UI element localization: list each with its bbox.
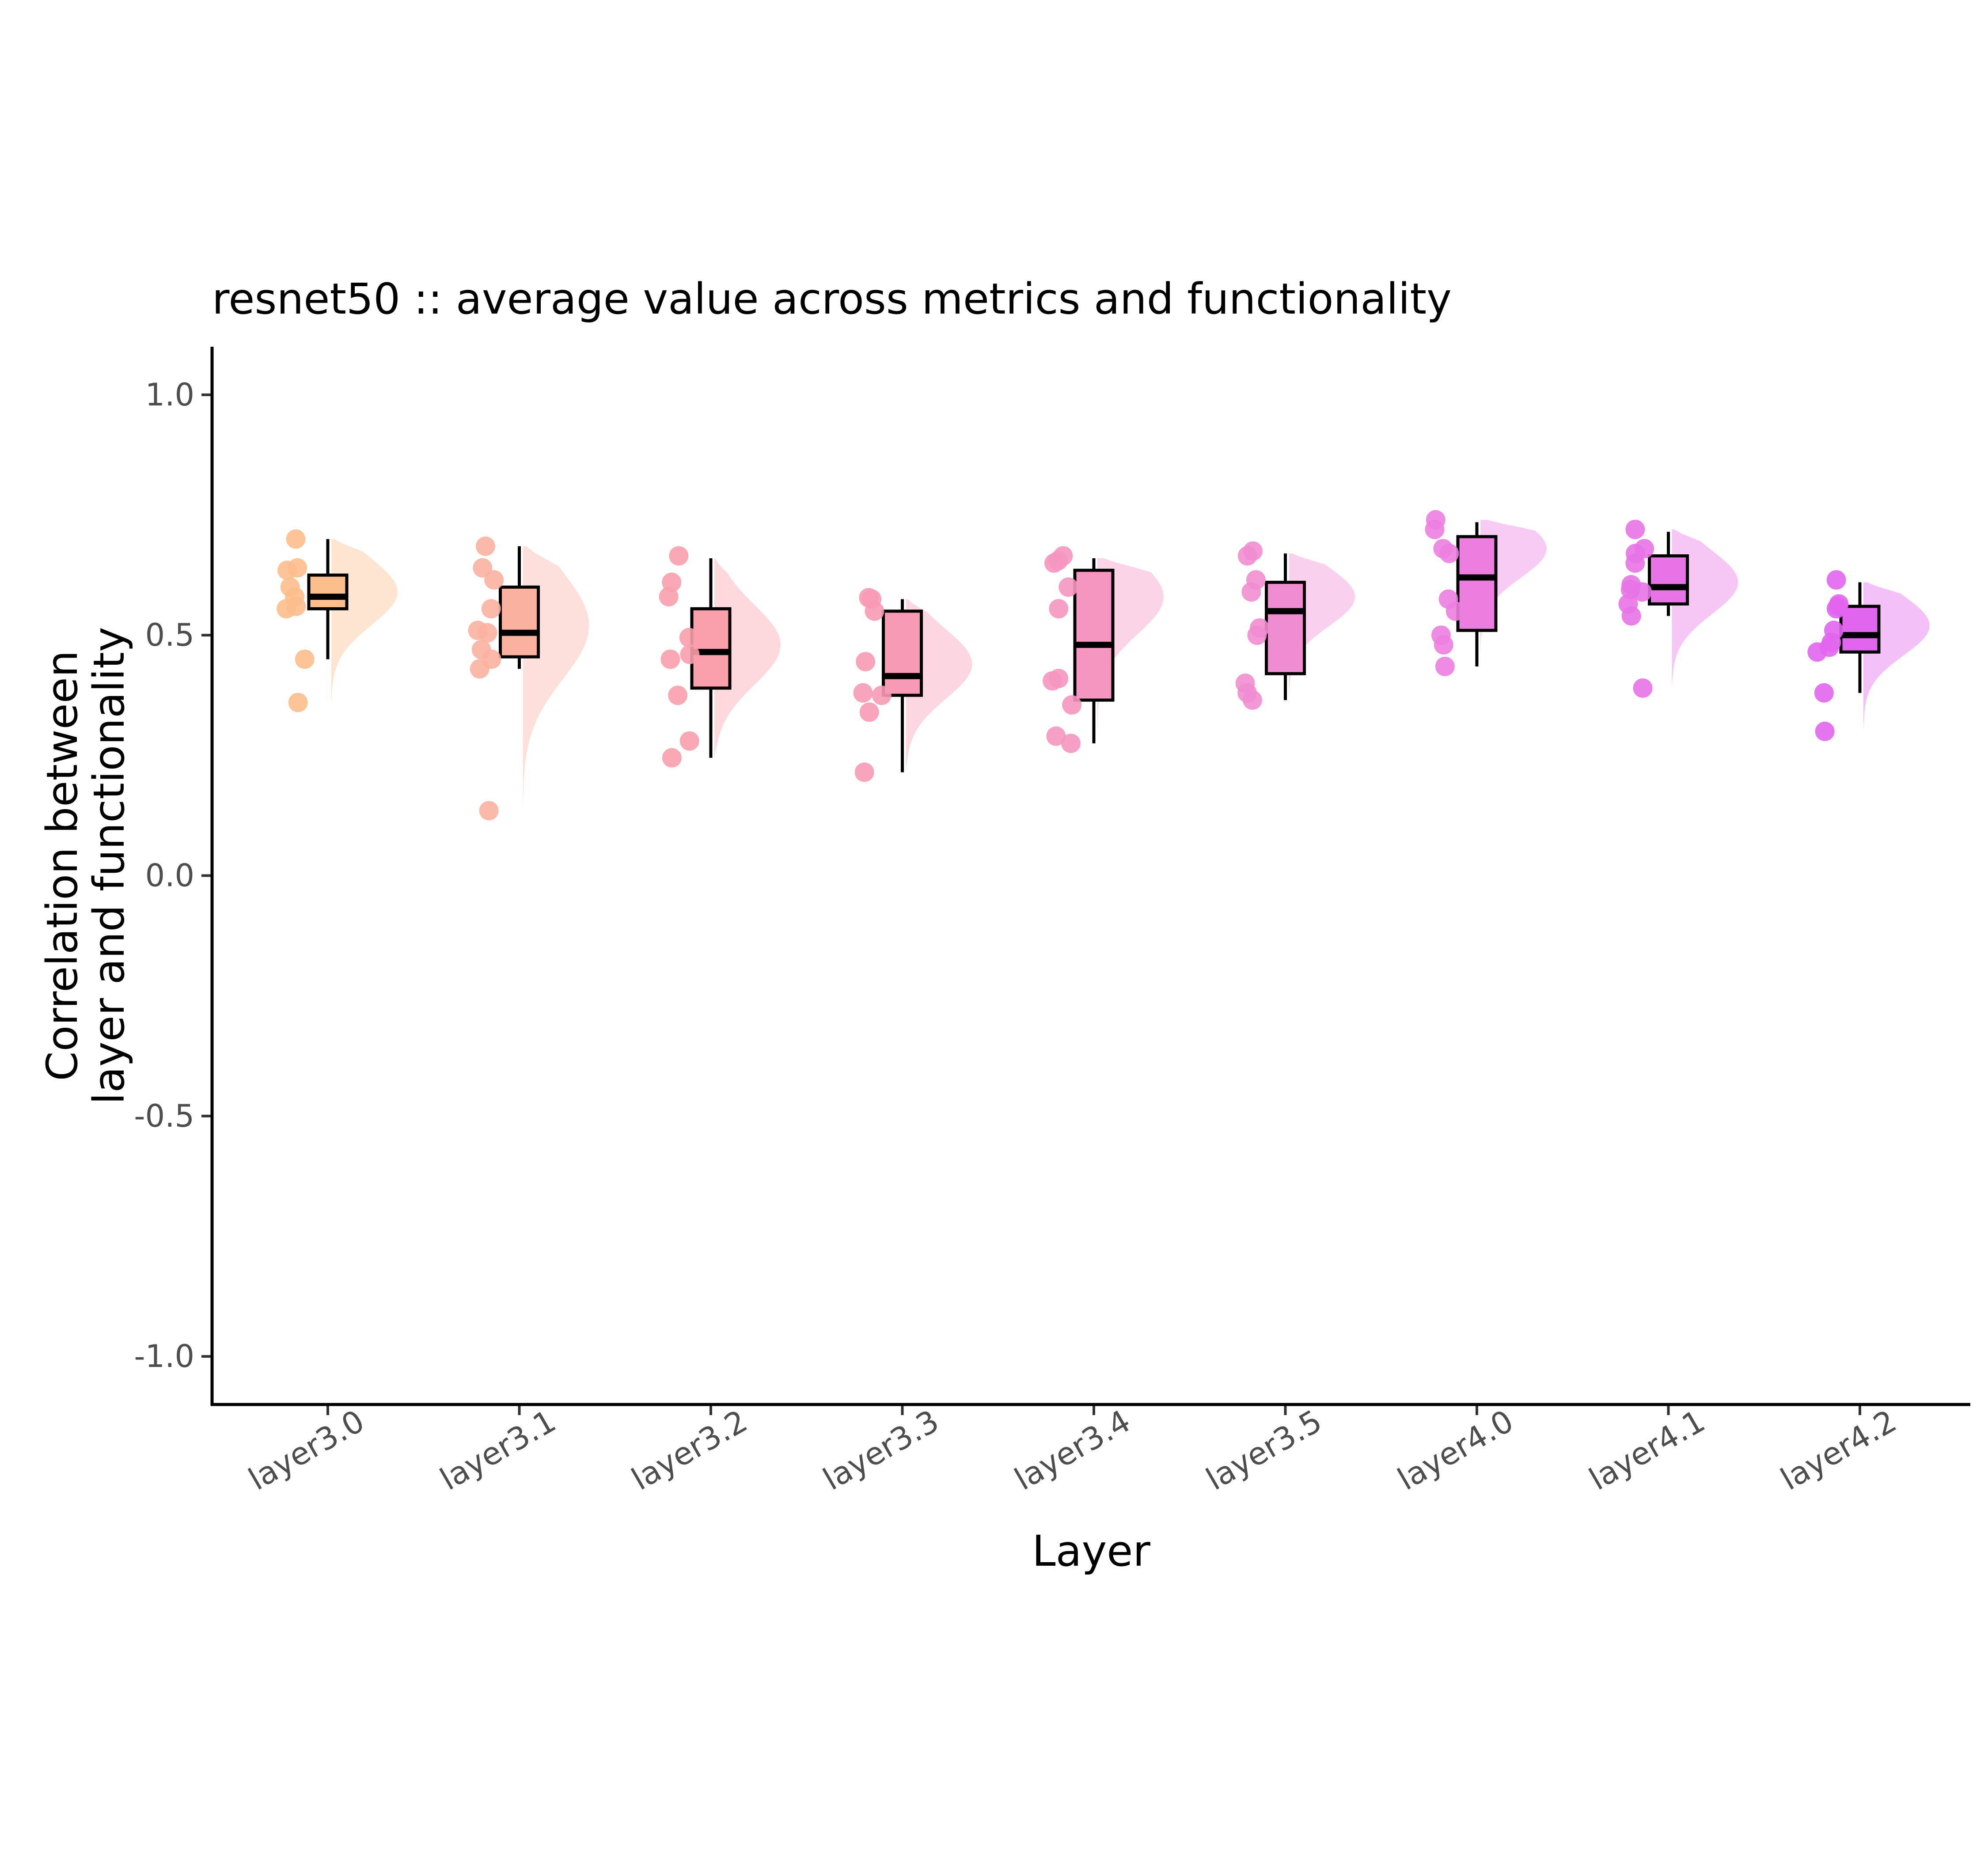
- data-point: [1826, 599, 1846, 619]
- x-tick-label: layer3.2: [626, 1403, 754, 1497]
- x-tick-label: layer4.0: [1392, 1403, 1520, 1497]
- x-tick-label: layer3.5: [1200, 1403, 1328, 1497]
- y-tick-label: 1.0: [145, 377, 194, 413]
- data-point: [288, 693, 308, 712]
- data-point: [1043, 671, 1062, 691]
- data-point: [1814, 683, 1834, 703]
- data-point: [865, 601, 884, 621]
- data-point: [1632, 582, 1652, 602]
- y-tick-label: 0.5: [145, 617, 194, 653]
- data-point: [859, 702, 879, 722]
- data-point: [1625, 519, 1645, 539]
- y-axis-title-line-1: Correlation between: [38, 651, 87, 1081]
- data-point: [1625, 553, 1645, 573]
- data-point: [1434, 635, 1453, 655]
- y-tick-label: 0.0: [145, 858, 194, 894]
- data-point: [479, 801, 499, 821]
- data-point: [1046, 726, 1066, 746]
- x-tick-label: layer3.1: [434, 1403, 562, 1497]
- box-layer4.2: [1839, 605, 1881, 654]
- chart-title: resnet50 :: average value across metrics…: [212, 274, 1452, 324]
- data-point: [1247, 625, 1267, 645]
- x-tick-label: layer3.0: [243, 1403, 371, 1497]
- data-point: [662, 748, 682, 768]
- data-point: [1826, 570, 1846, 590]
- data-point: [1242, 690, 1262, 710]
- data-point: [1044, 553, 1064, 573]
- plot-area: layer3.0 layer3.1 layer3.2 layer3.3 layer3.4…: [134, 347, 1970, 1498]
- data-point: [1237, 546, 1257, 566]
- data-point: [475, 536, 495, 556]
- data-point: [1062, 695, 1082, 715]
- data-point: [1815, 721, 1835, 741]
- data-point: [660, 649, 680, 669]
- data-point: [484, 570, 504, 590]
- x-tick-label: layer4.1: [1583, 1403, 1711, 1497]
- data-point: [679, 628, 699, 647]
- data-point: [1058, 577, 1078, 597]
- data-point: [679, 731, 699, 751]
- y-axis-title: Correlation between layer and functional…: [38, 627, 134, 1104]
- x-tick-label: layer3.4: [1009, 1403, 1137, 1497]
- data-point: [1807, 642, 1827, 662]
- box-layer3.5: [1265, 580, 1306, 675]
- data-point: [478, 623, 497, 643]
- y-tick-label: -1.0: [134, 1338, 194, 1374]
- data-point: [668, 685, 688, 705]
- data-point: [1439, 544, 1459, 564]
- box-layer3.2: [690, 607, 732, 690]
- x-tick-label: layer3.3: [817, 1403, 945, 1497]
- data-point: [481, 599, 501, 619]
- y-axis-title-line-2: layer and functionality: [84, 627, 134, 1104]
- data-point: [1445, 601, 1465, 621]
- data-point: [295, 649, 315, 669]
- data-point: [872, 685, 892, 705]
- violin-layer4.1: [1672, 529, 1738, 688]
- data-point: [662, 572, 682, 592]
- data-point: [1241, 582, 1261, 602]
- data-point: [659, 587, 679, 607]
- data-point: [856, 652, 876, 672]
- x-axis-title: Layer: [1032, 1526, 1150, 1576]
- box-layer3.0: [307, 573, 349, 610]
- violin-layer3.0: [331, 539, 398, 705]
- box-layer3.4: [1073, 568, 1115, 702]
- box-layer4.1: [1648, 554, 1689, 606]
- data-point: [277, 560, 297, 580]
- data-point: [1061, 734, 1081, 753]
- data-point: [1621, 606, 1641, 626]
- data-point: [286, 529, 306, 549]
- box-layer3.1: [499, 585, 540, 659]
- box-layer3.3: [882, 610, 923, 697]
- data-point: [854, 762, 874, 782]
- x-tick-label: layer4.2: [1775, 1403, 1903, 1497]
- data-point: [1633, 678, 1653, 698]
- data-point: [853, 683, 873, 703]
- data-point: [1435, 656, 1455, 676]
- y-tick-label: -0.5: [134, 1098, 194, 1134]
- data-point: [669, 546, 689, 566]
- data-point: [1425, 519, 1445, 539]
- data-point: [680, 644, 700, 664]
- data-point: [1049, 599, 1069, 619]
- data-point: [277, 599, 296, 619]
- data-point: [470, 659, 489, 679]
- violin-layer4.2: [1863, 582, 1930, 731]
